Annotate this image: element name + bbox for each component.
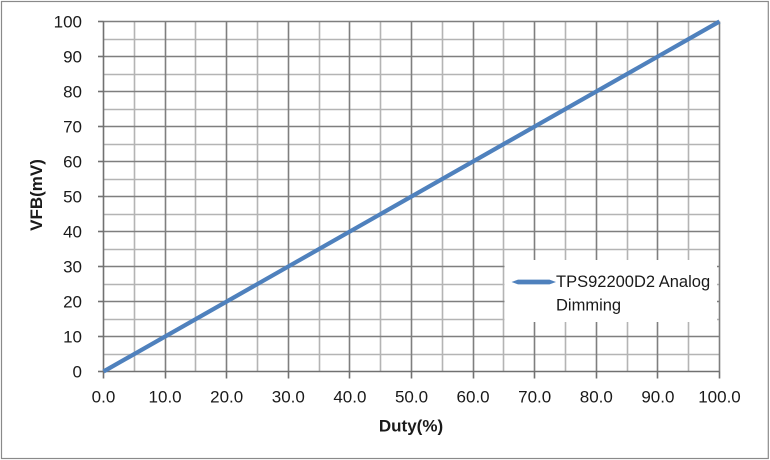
svg-text:50.0: 50.0 — [395, 388, 428, 407]
svg-text:80: 80 — [63, 83, 82, 102]
svg-text:100.0: 100.0 — [698, 388, 741, 407]
svg-text:VFB(mV): VFB(mV) — [27, 159, 46, 231]
svg-text:90: 90 — [63, 48, 82, 67]
svg-text:20.0: 20.0 — [210, 388, 243, 407]
svg-text:10.0: 10.0 — [149, 388, 182, 407]
svg-text:70.0: 70.0 — [518, 388, 551, 407]
svg-text:40: 40 — [63, 223, 82, 242]
svg-text:50: 50 — [63, 188, 82, 207]
svg-text:0.0: 0.0 — [92, 388, 116, 407]
svg-text:Dimming: Dimming — [556, 296, 621, 314]
svg-text:30: 30 — [63, 258, 82, 277]
svg-text:20: 20 — [63, 293, 82, 312]
svg-text:60.0: 60.0 — [457, 388, 490, 407]
svg-text:70: 70 — [63, 118, 82, 137]
svg-text:TPS92200D2 Analog: TPS92200D2 Analog — [556, 273, 710, 291]
svg-text:60: 60 — [63, 153, 82, 172]
svg-text:0: 0 — [73, 363, 82, 382]
svg-text:10: 10 — [63, 328, 82, 347]
svg-text:90.0: 90.0 — [641, 388, 674, 407]
svg-text:80.0: 80.0 — [580, 388, 613, 407]
svg-text:Duty(%): Duty(%) — [379, 417, 443, 436]
svg-text:100: 100 — [54, 13, 82, 32]
svg-text:30.0: 30.0 — [272, 388, 305, 407]
svg-text:40.0: 40.0 — [333, 388, 366, 407]
